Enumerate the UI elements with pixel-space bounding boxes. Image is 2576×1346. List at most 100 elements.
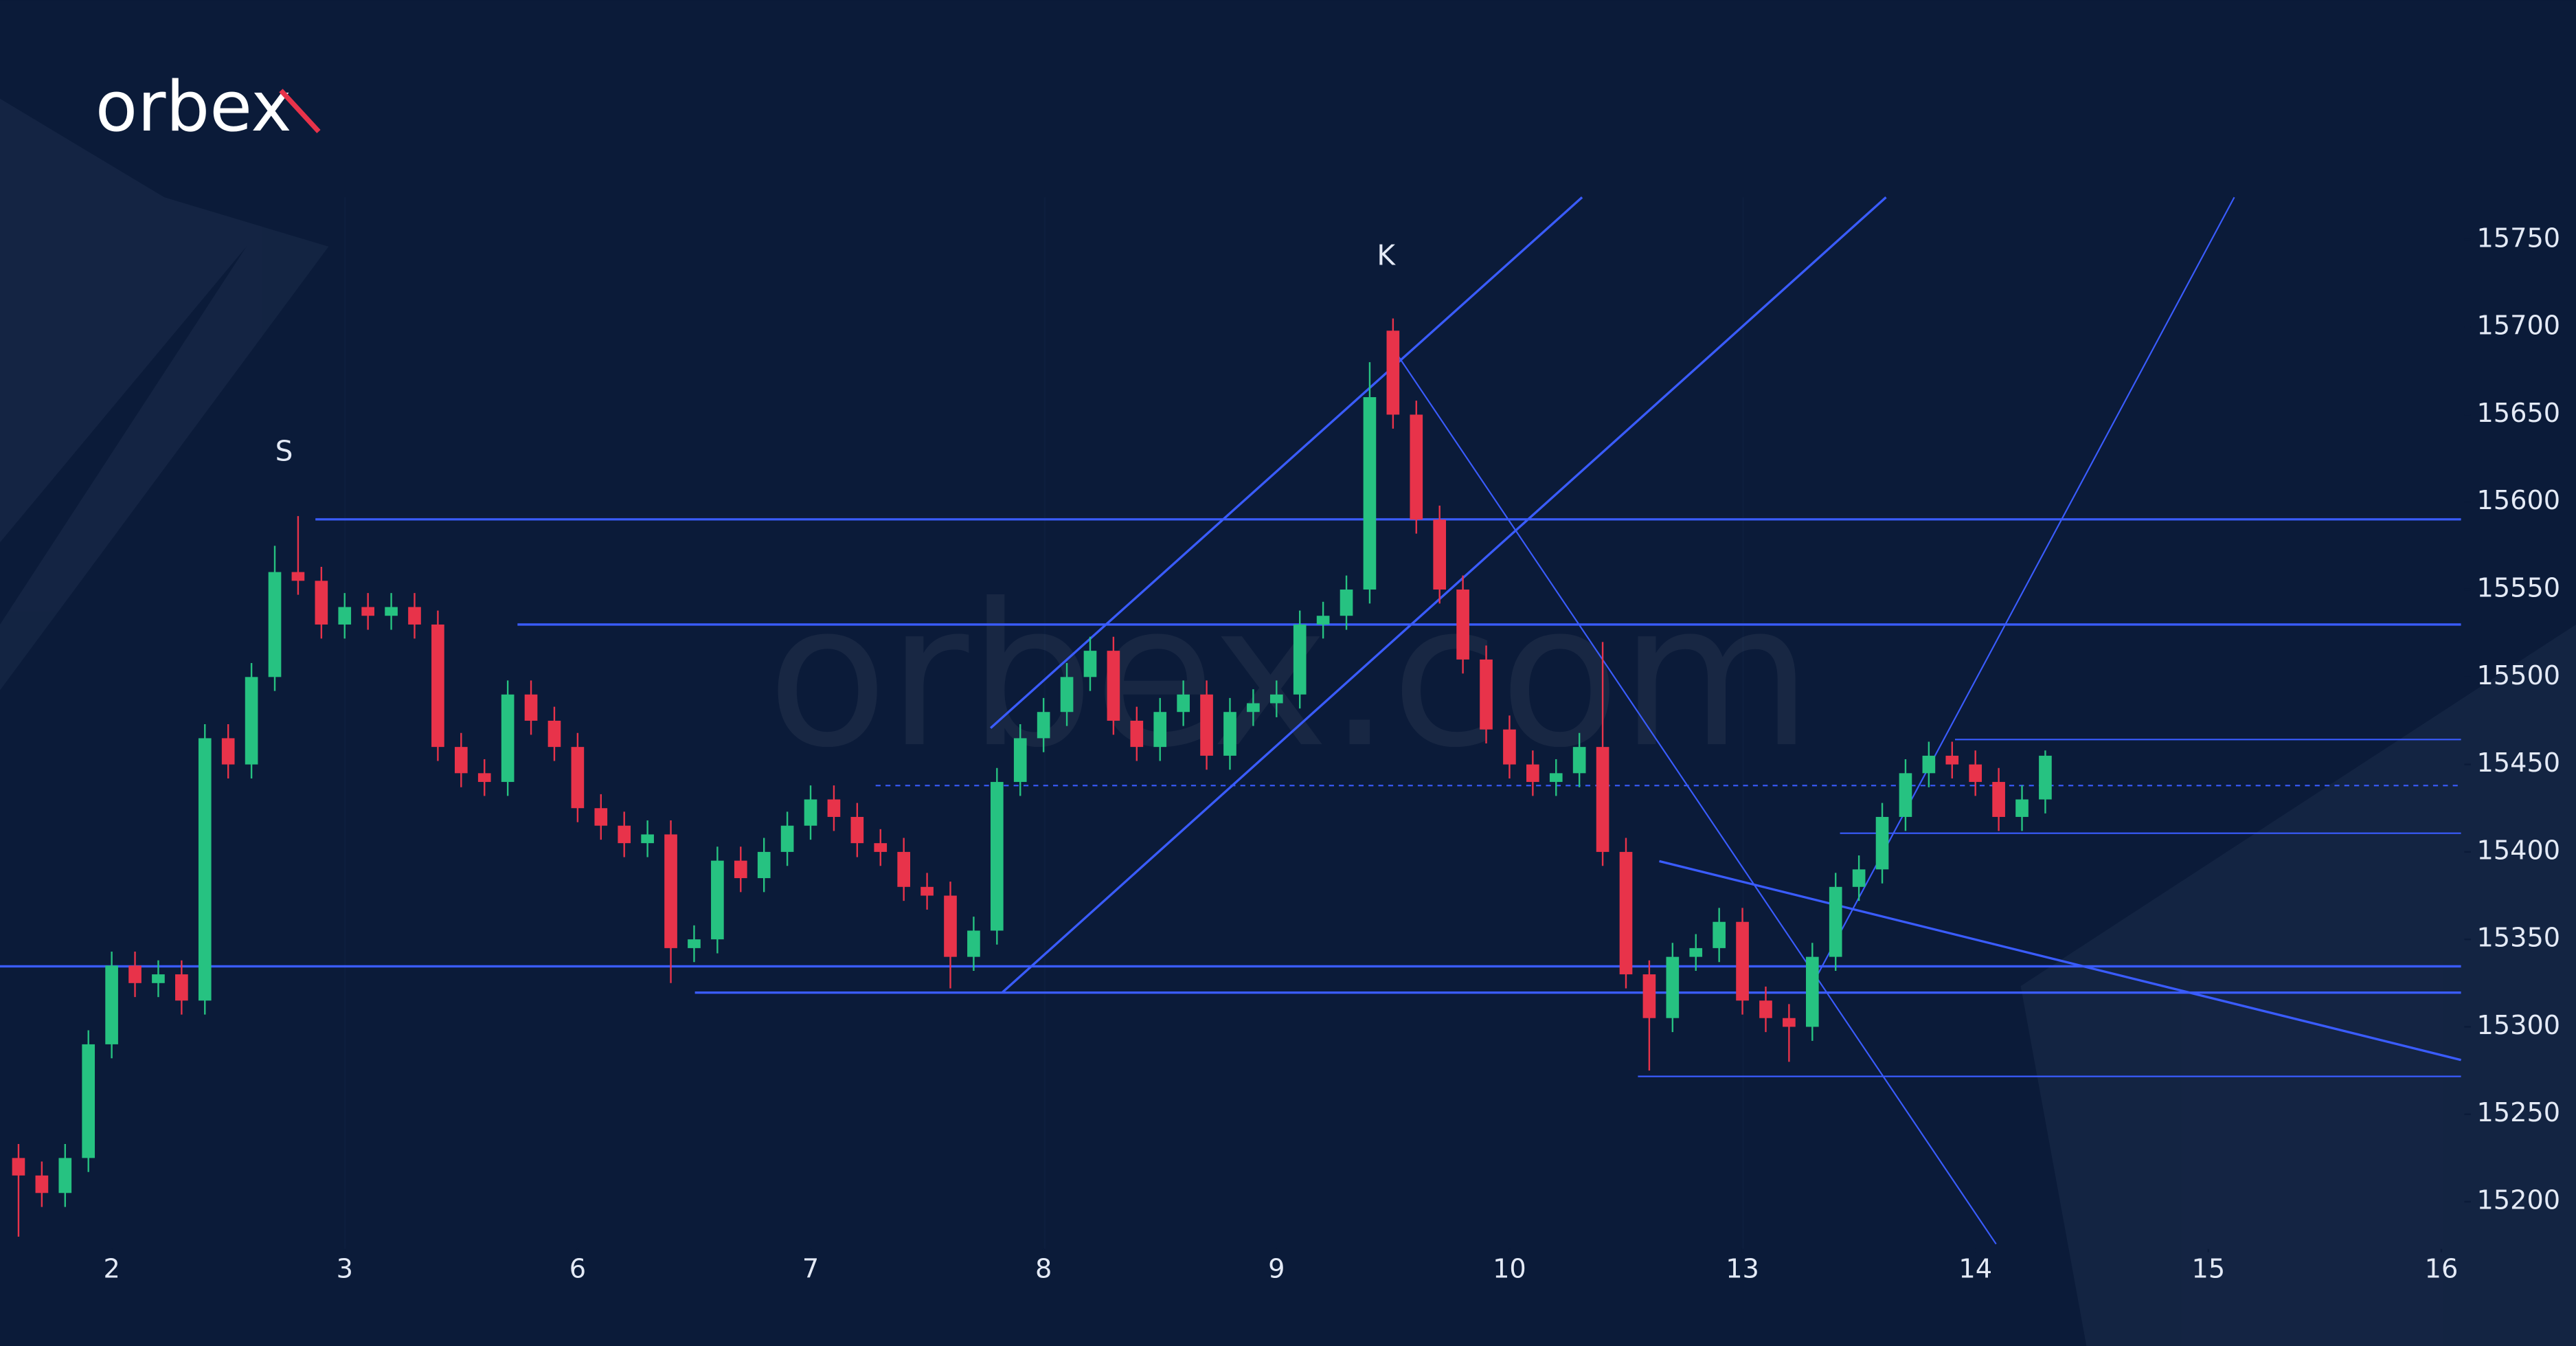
candle-body [1293, 624, 1307, 695]
candle-body [1969, 764, 1982, 783]
y-tick-label: 15300 [2476, 1010, 2560, 1041]
candle-body [1083, 651, 1097, 677]
candle-body [944, 895, 957, 957]
y-tick-label: 15250 [2476, 1097, 2560, 1128]
trend-line [1395, 352, 1997, 1245]
x-tick-label: 2 [103, 1253, 120, 1284]
candle-body [664, 834, 677, 948]
candle-body [1456, 590, 1469, 660]
candle-body [1736, 921, 1749, 1001]
candle-body [1666, 956, 1680, 1018]
candle-body [827, 799, 841, 817]
candle-body [1480, 659, 1493, 730]
candle-body [991, 782, 1004, 931]
candle-body [175, 974, 188, 1001]
candle-body [1992, 782, 2005, 817]
candle-body [1037, 712, 1050, 739]
candle-body [1549, 773, 1563, 783]
background-decor [0, 98, 2576, 1346]
candle-body [967, 930, 980, 957]
candle-body [641, 834, 654, 844]
candle-body [58, 1158, 72, 1193]
candle-body [688, 939, 701, 948]
candle-body [2039, 755, 2052, 800]
y-tick-label: 15650 [2476, 398, 2560, 429]
trend-drawings [0, 196, 2461, 1245]
candle-body [1829, 886, 1842, 957]
logo-accent [279, 89, 321, 133]
candle-body [1269, 694, 1283, 704]
candle-body [524, 694, 538, 721]
candle-body [1107, 651, 1120, 721]
x-tick-label: 13 [1726, 1253, 1759, 1284]
candle-body [734, 860, 747, 879]
candle-body [1386, 330, 1400, 415]
x-tick-label: 16 [2425, 1253, 2459, 1284]
candle-body [268, 572, 282, 677]
candle-body [1526, 764, 1539, 783]
watermark: orbex.com [767, 561, 1812, 791]
logo: orbex [95, 67, 292, 147]
candle-body [1177, 694, 1190, 713]
x-tick-label: 10 [1493, 1253, 1526, 1284]
candle-body [1410, 414, 1423, 520]
x-tick-label: 8 [1035, 1253, 1052, 1284]
candle-body [1130, 720, 1144, 748]
candle-body [1153, 712, 1167, 748]
candle-body [1013, 738, 1027, 783]
wave-label: S [275, 434, 293, 467]
channel-line [990, 196, 1583, 729]
candle-body [385, 607, 398, 616]
y-tick-label: 15450 [2476, 748, 2560, 778]
candle-body [1316, 616, 1330, 625]
candle-body [1619, 851, 1633, 975]
candle-body [1875, 816, 1889, 870]
candle-body [780, 825, 794, 852]
candle-body [804, 799, 817, 826]
x-tick-label: 6 [569, 1253, 586, 1284]
y-tick-label: 15500 [2476, 660, 2560, 691]
wave-label: K [1377, 238, 1396, 271]
candle-body [245, 677, 258, 765]
candle-body [291, 572, 305, 581]
candle-body [431, 624, 444, 748]
candle-body [1713, 921, 1726, 948]
x-tick-label: 14 [1958, 1253, 1992, 1284]
candle-body [594, 808, 608, 826]
x-tick-label: 15 [2191, 1253, 2225, 1284]
y-tick-label: 15750 [2476, 223, 2560, 254]
y-tick-label: 15700 [2476, 311, 2560, 341]
candle-body [850, 816, 864, 844]
candle-body [1642, 974, 1656, 1018]
candle-body [1689, 947, 1703, 957]
x-tick-label: 7 [802, 1253, 819, 1284]
candle-body [221, 738, 235, 765]
candle-body [874, 843, 888, 852]
candle-body [920, 886, 934, 896]
candle-body [1852, 869, 1866, 887]
y-tick-label: 15600 [2476, 485, 2560, 516]
candle-body [82, 1044, 95, 1158]
candle-body [1805, 956, 1819, 1027]
candle-body [1759, 1000, 1772, 1018]
candle-body [1503, 729, 1516, 765]
candle-body [361, 607, 374, 616]
candle-body [1596, 747, 1609, 852]
candle-body [547, 720, 561, 748]
candle-body [1060, 677, 1074, 713]
candle-body [12, 1158, 25, 1176]
candle-body [1363, 397, 1377, 590]
candle-body [408, 607, 421, 625]
trend-line [1659, 860, 2461, 1062]
candle-body [454, 747, 468, 774]
candle-body [2015, 799, 2029, 817]
candle-body [1922, 755, 1936, 774]
candle-body [618, 825, 631, 844]
candle-body [1200, 694, 1213, 756]
candle-body [1783, 1018, 1796, 1027]
candle-body [1945, 755, 1959, 765]
x-tick-label: 9 [1268, 1253, 1285, 1284]
axes: 15200 15250 15300 15350 15400 15450 15500 15550… [103, 223, 2560, 1284]
candle-body [477, 773, 491, 783]
